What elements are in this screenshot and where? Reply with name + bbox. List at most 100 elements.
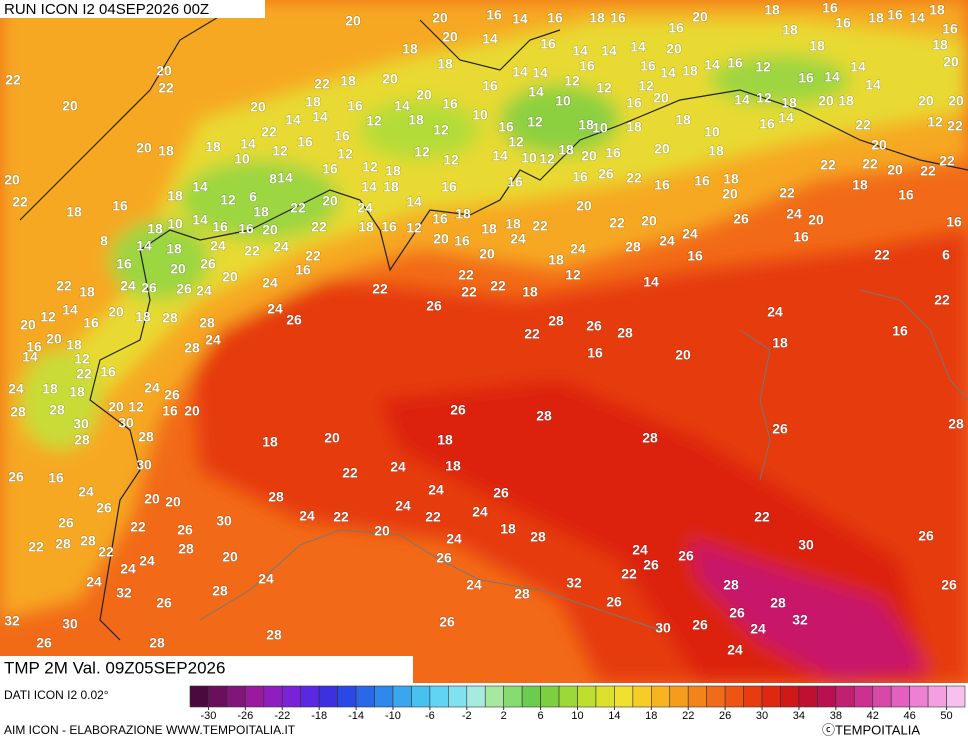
temperature-label: 18 [455, 206, 471, 222]
temperature-label: 14 [285, 112, 301, 128]
temperature-label: 22 [754, 509, 770, 525]
temperature-label: 28 [10, 404, 26, 420]
temperature-label: 14 [528, 84, 544, 100]
colorbar-swatch [743, 685, 763, 708]
temperature-label: 12 [755, 59, 771, 75]
temperature-label: 28 [642, 430, 658, 446]
temperature-label: 18 [158, 143, 174, 159]
temperature-label: 14 [312, 109, 328, 125]
temperature-label: 24 [210, 238, 226, 254]
temperature-label: 16 [640, 58, 656, 74]
temperature-label: 14 [136, 238, 152, 254]
temperature-label: 16 [759, 116, 775, 132]
temperature-label: 18 [253, 204, 269, 220]
temperature-label: 18 [809, 38, 825, 54]
colorbar-tick-label: -6 [425, 710, 435, 722]
temperature-label: 18 [66, 337, 82, 353]
temperature-label: 20 [165, 494, 181, 510]
temperature-label: 22 [461, 284, 477, 300]
temperature-label: 16 [946, 214, 962, 230]
temperature-label: 20 [46, 331, 62, 347]
temperature-label: 8 [100, 233, 108, 249]
field-label: TMP 2M Val. 09Z05SEP2026 [4, 658, 225, 677]
colorbar-tick-label: 38 [830, 710, 842, 722]
temperature-label: 18 [852, 177, 868, 193]
colorbar-swatch [245, 685, 265, 708]
colorbar-swatch [466, 685, 486, 708]
colorbar-tick-label: -30 [200, 710, 216, 722]
temperature-label: 26 [918, 528, 934, 544]
colorbar-tick-label: -14 [348, 710, 364, 722]
colorbar-swatch [853, 685, 874, 708]
temperature-label: 6 [249, 189, 257, 205]
temperature-label: 20 [184, 403, 200, 419]
run-label: RUN ICON I2 04SEP2026 00Z [4, 1, 209, 18]
run-box [0, 0, 265, 18]
borders [19, 9, 968, 641]
temperature-label: 24 [446, 531, 462, 547]
temperature-label: 20 [943, 54, 959, 70]
temperature-label: 12 [539, 151, 555, 167]
temperature-label: 12 [272, 143, 288, 159]
temperature-label: 26 [772, 421, 788, 437]
temperature-label: 10 [472, 107, 488, 123]
temperature-label: 20 [581, 148, 597, 164]
colorbar-swatch [817, 685, 837, 708]
temperature-label: 16 [454, 233, 470, 249]
colorbar-swatch [484, 685, 504, 708]
temperature-label: 18 [929, 2, 945, 18]
temperature-label: 18 [66, 204, 82, 220]
temperature-label: 22 [158, 80, 174, 96]
temperature-label: 10 [555, 93, 571, 109]
temperature-label: 26 [164, 387, 180, 403]
colorbar-swatch [392, 685, 412, 708]
temperature-label: 16 [626, 95, 642, 111]
temperature-label: 18 [147, 221, 163, 237]
temperature-label: 14 [512, 64, 528, 80]
colorbar-swatch [521, 685, 541, 708]
temperature-label: 22 [372, 281, 388, 297]
temperature-label: 18 [589, 10, 605, 26]
temperature-label: 24 [273, 239, 289, 255]
colorbar-swatch [318, 685, 338, 708]
temperature-label: 24 [205, 332, 221, 348]
colorbar-tick-label: -26 [237, 710, 253, 722]
temperature-label: 18 [522, 284, 538, 300]
colorbar-tick-label: 10 [571, 710, 583, 722]
temperature-label: 22 [779, 185, 795, 201]
colorbar-swatch [835, 685, 855, 708]
temperature-label: 14 [192, 179, 208, 195]
temperature-label: 16 [322, 161, 338, 177]
temperature-label: 22 [947, 118, 963, 134]
temperature-label: 24 [570, 241, 586, 257]
temperature-label: 18 [408, 112, 424, 128]
temperature-label: 22 [626, 170, 642, 186]
temperature-label: 30 [798, 537, 814, 553]
temperature-label: 18 [782, 22, 798, 38]
temperature-label: 22 [524, 326, 540, 342]
temperature-label: 10 [704, 124, 720, 140]
temperature-label: 18 [626, 119, 642, 135]
temperature-label: 16 [100, 364, 116, 380]
temperature-label: 22 [12, 194, 28, 210]
colorbar-swatch [300, 685, 320, 708]
temperature-label: 22 [939, 153, 955, 169]
temperature-label: 22 [261, 124, 277, 140]
temperature-label: 18 [205, 139, 221, 155]
temperature-label: 14 [482, 31, 498, 47]
field-box [0, 656, 413, 683]
temperature-label: 16 [605, 145, 621, 161]
brand: ⓒTEMPOITALIA [822, 722, 920, 737]
temperature-label: 30 [118, 415, 134, 431]
temperature-label: 14 [660, 65, 676, 81]
temperature-label: 16 [547, 10, 563, 26]
colorbar-swatch [687, 685, 707, 708]
temperature-label: 28 [268, 489, 284, 505]
temperature-label: 18 [402, 41, 418, 57]
temperature-label: 22 [342, 465, 358, 481]
colorbar-tick-label: 42 [867, 710, 879, 722]
temperature-label: 22 [56, 278, 72, 294]
temperature-label: 28 [49, 402, 65, 418]
temperature-label: 26 [692, 617, 708, 633]
temperature-label: 20 [722, 186, 738, 202]
